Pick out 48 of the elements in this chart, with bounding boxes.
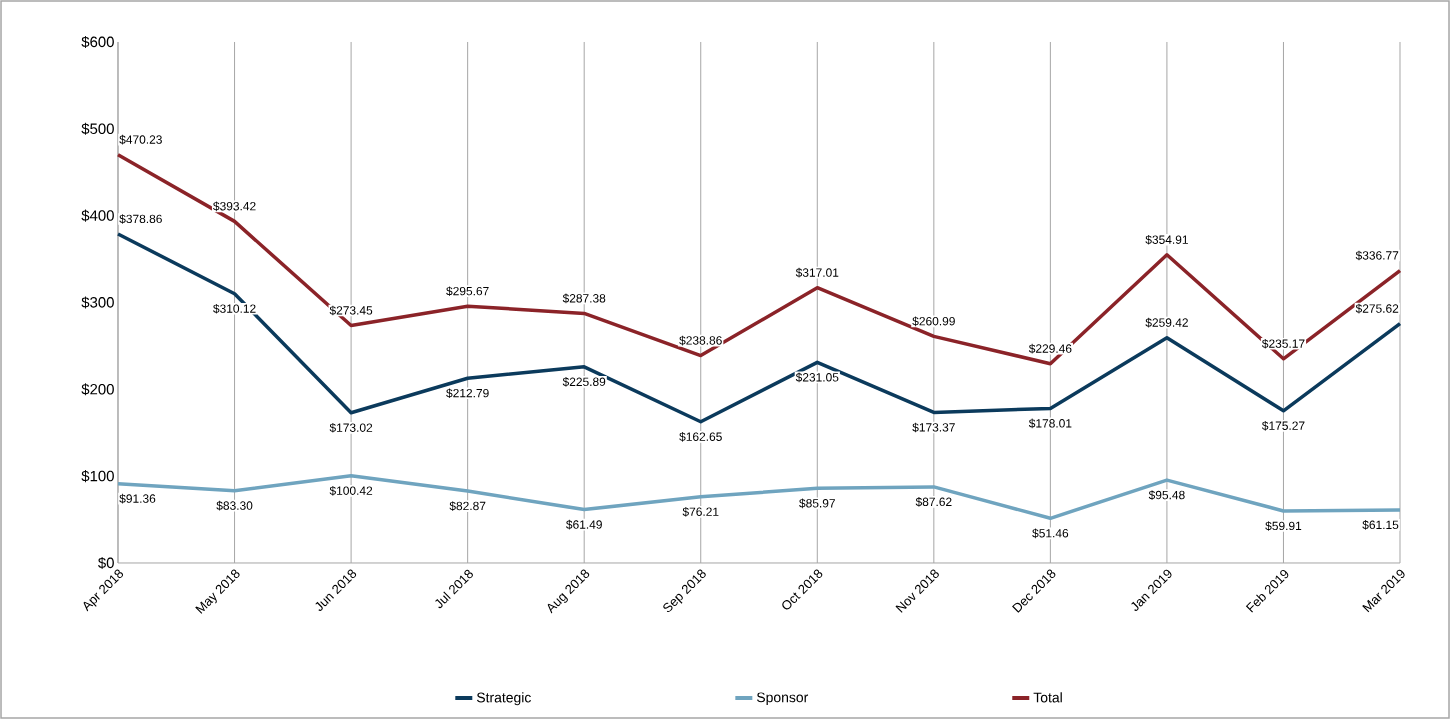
data-label: $95.48	[1148, 490, 1185, 500]
y-tick-label: $0	[98, 556, 114, 570]
legend-label: Strategic	[476, 692, 531, 706]
data-label: $76.21	[682, 507, 719, 517]
data-label: $59.91	[1265, 521, 1302, 531]
data-label: $61.15	[1362, 520, 1399, 530]
data-label: $82.87	[449, 501, 486, 511]
data-label: $178.01	[1028, 418, 1072, 429]
y-tick-label: $600	[81, 35, 114, 49]
y-tick-label: $400	[81, 209, 114, 222]
data-label: $231.05	[795, 372, 839, 383]
data-label: $275.62	[1355, 303, 1399, 314]
data-label: $295.67	[446, 286, 489, 297]
data-label: $235.17	[1261, 338, 1305, 349]
data-label: $378.86	[119, 214, 162, 224]
data-label: $229.46	[1028, 343, 1072, 354]
legend-label: Sponsor	[756, 692, 809, 706]
data-label: $317.01	[795, 267, 839, 278]
data-label: $310.12	[213, 303, 256, 314]
y-tick-label: $200	[81, 383, 114, 396]
y-tick-label: $500	[81, 122, 114, 135]
data-label: $173.37	[912, 422, 955, 433]
data-label: $393.42	[213, 201, 256, 212]
data-label: $85.97	[799, 498, 835, 509]
data-label: $336.77	[1355, 250, 1399, 261]
data-label: $354.91	[1145, 234, 1188, 245]
data-label: $91.36	[119, 493, 156, 504]
data-label: $238.86	[679, 335, 722, 346]
data-label: $260.99	[912, 316, 955, 327]
data-label: $273.45	[329, 305, 373, 316]
data-label: $225.89	[562, 377, 606, 387]
data-label: $175.27	[1261, 421, 1305, 431]
data-label: $259.42	[1145, 317, 1188, 328]
legend-label: Total	[1033, 692, 1062, 703]
data-label: $87.62	[915, 497, 952, 507]
data-label: $61.49	[566, 519, 602, 530]
data-label: $173.02	[329, 422, 373, 433]
data-label: $470.23	[119, 134, 162, 145]
line-series	[116, 152, 1402, 366]
line-series	[116, 474, 1402, 521]
data-label: $212.79	[446, 388, 489, 399]
data-label: $83.30	[216, 500, 253, 511]
data-label: $287.38	[562, 293, 606, 304]
data-label: $100.42	[329, 485, 373, 496]
y-tick-label: $300	[81, 296, 114, 309]
y-tick-label: $100	[81, 470, 114, 483]
data-label: $51.46	[1032, 528, 1069, 539]
data-label: $162.65	[679, 431, 722, 442]
